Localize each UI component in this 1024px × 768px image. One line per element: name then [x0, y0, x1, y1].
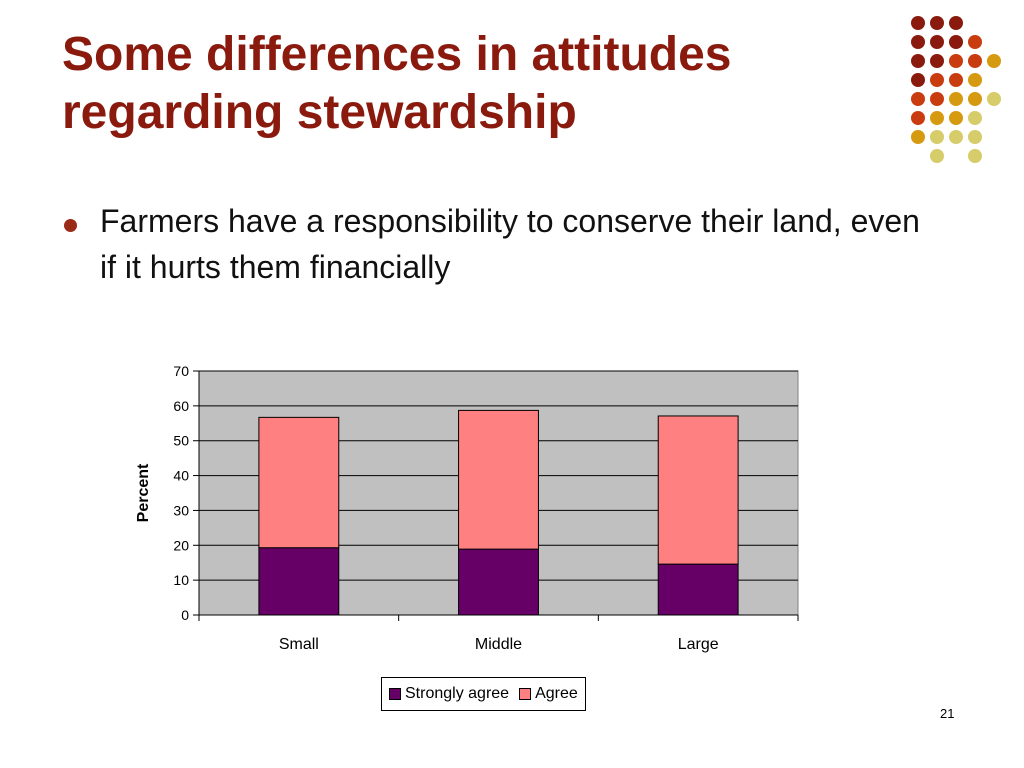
y-tick-label: 10 — [173, 572, 189, 588]
decoration-dot — [968, 130, 982, 144]
y-tick-label: 60 — [173, 398, 189, 414]
y-axis-label: Percent — [135, 463, 152, 522]
decoration-dot — [987, 92, 1001, 106]
decoration-dot — [911, 16, 925, 30]
decoration-dot — [930, 54, 944, 68]
decoration-dot — [949, 92, 963, 106]
bar-agree-middle — [458, 409, 539, 550]
title-line-2: regarding stewardship — [62, 86, 577, 139]
decoration-dot — [968, 73, 982, 87]
decoration-dot — [911, 54, 925, 68]
bullet-point-icon — [64, 219, 77, 232]
stacked-bar-chart: 0 10 20 30 40 50 60 70 Small Middle Large Percent — [135, 363, 799, 653]
x-tick-label: Large — [678, 636, 719, 653]
legend-label-strongly-agree: Strongly agree — [405, 685, 510, 702]
decoration-dot — [968, 111, 982, 125]
decoration-dot — [911, 92, 925, 106]
y-tick-label: 40 — [173, 468, 189, 484]
slide-title: Some differences in attitudes regarding … — [62, 26, 882, 142]
y-tick-label: 70 — [173, 363, 189, 379]
decoration-dot — [911, 130, 925, 144]
decoration-dot — [930, 16, 944, 30]
decoration-dot — [930, 35, 944, 49]
bar-strongly-agree-large — [657, 563, 739, 616]
decoration-dot — [949, 35, 963, 49]
decoration-dot — [930, 73, 944, 87]
y-tick-label: 50 — [173, 433, 189, 449]
y-tick-label: 0 — [181, 607, 189, 623]
x-tick-label: Small — [279, 636, 319, 653]
decoration-dot — [968, 149, 982, 163]
x-tick-label: Middle — [475, 636, 522, 653]
legend-label-agree: Agree — [535, 685, 578, 702]
slide-number: 21 — [940, 706, 955, 721]
y-tick-label: 30 — [173, 502, 189, 518]
legend-swatch-strongly-agree — [389, 688, 401, 700]
title-line-1: Some differences in attitudes — [62, 28, 732, 81]
decoration-dot — [911, 35, 925, 49]
bar-agree-small — [258, 416, 340, 549]
decoration-dot — [968, 92, 982, 106]
bullet-text: Farmers have a responsibility to conserv… — [100, 203, 920, 285]
decoration-dot — [949, 54, 963, 68]
decoration-dot — [911, 73, 925, 87]
decoration-dot — [911, 111, 925, 125]
decoration-dot — [968, 35, 982, 49]
decoration-dot — [949, 111, 963, 125]
legend-swatch-agree — [519, 688, 532, 700]
decoration-dot — [949, 130, 963, 144]
bar-strongly-agree-small — [258, 547, 340, 616]
dot-grid-decoration — [911, 16, 1001, 163]
legend-item-strongly-agree: Strongly agree — [389, 685, 509, 703]
decoration-dot — [949, 16, 963, 30]
decoration-dot — [949, 73, 963, 87]
chart-legend: Strongly agree Agree — [381, 677, 586, 711]
decoration-dot — [968, 54, 982, 68]
bar-agree-large — [657, 415, 739, 565]
decoration-dot — [987, 54, 1001, 68]
legend-item-agree: Agree — [519, 685, 578, 703]
decoration-dot — [930, 149, 944, 163]
y-tick-label: 20 — [173, 537, 189, 553]
decoration-dot — [930, 111, 944, 125]
bar-strongly-agree-middle — [458, 548, 539, 616]
decoration-dot — [930, 92, 944, 106]
decoration-dot — [930, 130, 944, 144]
